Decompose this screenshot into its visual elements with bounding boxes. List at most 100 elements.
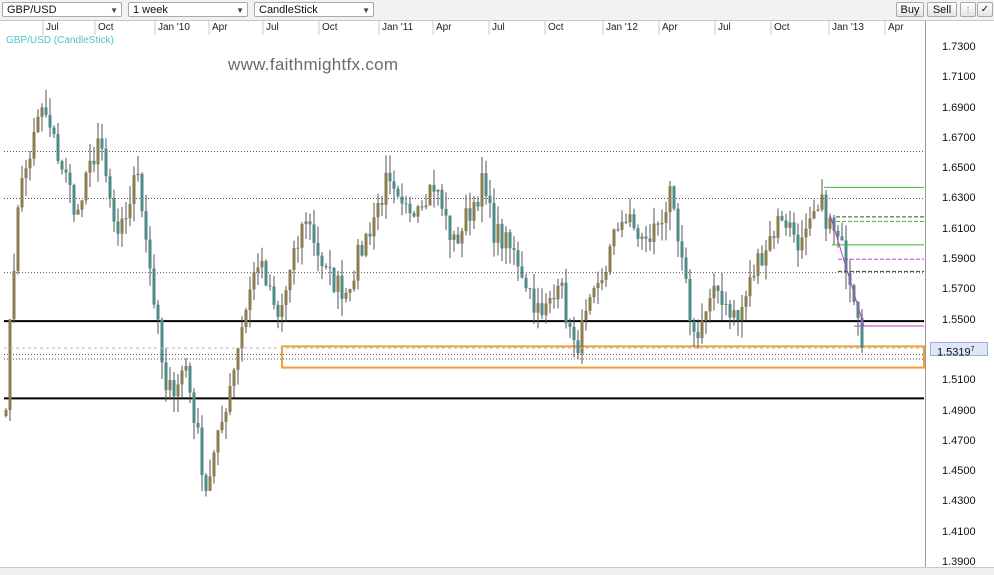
candle-body bbox=[136, 173, 140, 176]
candle-body bbox=[304, 221, 308, 225]
price-axis: 1.7300 1.7100 1.6900 1.6700 1.6500 1.6300 1.61… bbox=[925, 21, 994, 574]
x-tick-label: Apr bbox=[212, 22, 228, 33]
candle-body bbox=[780, 216, 784, 221]
drawing-tool-icon[interactable]: ✓ bbox=[977, 2, 993, 17]
candle-body bbox=[656, 223, 660, 225]
candle-body bbox=[812, 211, 816, 219]
x-tick-label: Oct bbox=[774, 22, 790, 33]
watermark: www.faithmightfx.com bbox=[228, 55, 399, 74]
current-price-value: 1.5319 bbox=[937, 346, 971, 359]
candle-body bbox=[220, 421, 224, 431]
candle-body bbox=[724, 303, 728, 305]
candle-body bbox=[260, 261, 264, 268]
candle-body bbox=[768, 236, 772, 251]
candle-body bbox=[248, 289, 252, 311]
candle-body bbox=[160, 319, 164, 363]
candle-body bbox=[788, 222, 792, 228]
y-tick-label: 1.5700 bbox=[942, 283, 976, 296]
candle-body bbox=[804, 228, 808, 238]
candle-body bbox=[696, 331, 700, 339]
candle-body bbox=[360, 245, 364, 256]
candle-body bbox=[224, 411, 228, 422]
buy-button[interactable]: Buy bbox=[896, 2, 924, 17]
support-zone-box bbox=[281, 345, 925, 369]
chevron-down-icon: ▼ bbox=[110, 6, 118, 15]
candle-body bbox=[548, 297, 552, 304]
candle-body bbox=[116, 221, 120, 234]
candle-body bbox=[776, 216, 780, 238]
candle-body bbox=[204, 475, 208, 491]
candle-body bbox=[628, 214, 632, 223]
candle-body bbox=[464, 208, 468, 232]
candle-body bbox=[368, 233, 372, 237]
candle-body bbox=[476, 201, 480, 207]
candle-body bbox=[832, 217, 836, 231]
candle-body bbox=[68, 172, 72, 185]
candle-body bbox=[624, 221, 628, 223]
candle-body bbox=[348, 289, 352, 293]
candle-body bbox=[448, 215, 452, 240]
candle-body bbox=[140, 173, 144, 212]
candle-body bbox=[4, 410, 8, 417]
candle-body bbox=[816, 209, 820, 212]
candle-body bbox=[420, 206, 424, 208]
chart-subtitle: GBP/USD (CandleStick) bbox=[6, 35, 114, 46]
y-tick-label: 1.6300 bbox=[942, 192, 976, 205]
candle-body bbox=[808, 218, 812, 229]
candle-body bbox=[316, 242, 320, 256]
candle-body bbox=[460, 231, 464, 244]
candle-body bbox=[96, 138, 100, 165]
candle-body bbox=[708, 298, 712, 312]
candle-body bbox=[288, 270, 292, 291]
candle-body bbox=[308, 221, 312, 225]
candle-body bbox=[524, 277, 528, 289]
chart-type-select[interactable]: CandleStick ▼ bbox=[254, 2, 374, 17]
symbol-select[interactable]: GBP/USD ▼ bbox=[2, 2, 122, 17]
candle-body bbox=[684, 257, 688, 279]
horizontal-scrollbar[interactable] bbox=[0, 567, 994, 575]
candle-body bbox=[608, 246, 612, 272]
candle-body bbox=[48, 114, 52, 128]
candle-body bbox=[152, 268, 156, 305]
candle-body bbox=[612, 229, 616, 247]
symbol-value: GBP/USD bbox=[7, 4, 57, 16]
candle-body bbox=[700, 320, 704, 339]
candle-body bbox=[356, 245, 360, 281]
candle-body bbox=[508, 232, 512, 249]
candle-body bbox=[472, 201, 476, 221]
candle-body bbox=[128, 203, 132, 219]
candle-body bbox=[72, 184, 76, 215]
candle-body bbox=[40, 107, 44, 117]
candle-body bbox=[704, 311, 708, 321]
candle-body bbox=[312, 224, 316, 243]
candle-body bbox=[672, 186, 676, 209]
candle-body bbox=[584, 310, 588, 321]
candle-body bbox=[516, 250, 520, 267]
x-tick-label: Jan '12 bbox=[606, 22, 638, 33]
candle-body bbox=[320, 255, 324, 267]
candle-body bbox=[32, 132, 36, 159]
interval-select[interactable]: 1 week ▼ bbox=[128, 2, 248, 17]
chart-settings-icon[interactable]: ⫶ bbox=[960, 2, 976, 17]
candle-body bbox=[828, 217, 832, 229]
candle-body bbox=[800, 237, 804, 251]
sell-button[interactable]: Sell bbox=[927, 2, 957, 17]
candle-body bbox=[352, 280, 356, 290]
candle-body bbox=[692, 321, 696, 332]
candle-body bbox=[668, 186, 672, 213]
candle-body bbox=[392, 181, 396, 189]
chevron-down-icon: ▼ bbox=[362, 6, 370, 15]
candle-body bbox=[92, 160, 96, 165]
candle-body bbox=[168, 380, 172, 391]
candle-body bbox=[80, 200, 84, 210]
y-tick-label: 1.5900 bbox=[942, 253, 976, 266]
time-axis: Jul Oct Jan '10 Apr Jul Oct Jan '11 Apr Jul Oct Ja… bbox=[0, 21, 924, 35]
x-tick-label: Jul bbox=[46, 22, 59, 33]
candle-body bbox=[432, 184, 436, 192]
candle-body bbox=[124, 218, 128, 220]
candle-body bbox=[760, 253, 764, 266]
candle-body bbox=[76, 209, 80, 215]
x-tick-label: Apr bbox=[888, 22, 904, 33]
candle-body bbox=[156, 304, 160, 320]
